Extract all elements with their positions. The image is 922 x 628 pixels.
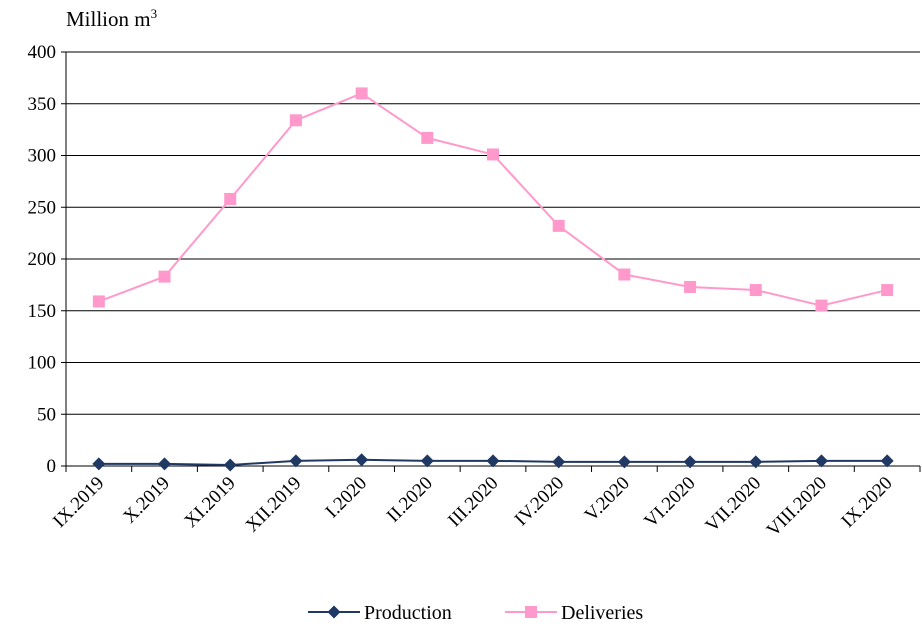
data-point-production (749, 455, 763, 469)
x-tick-label: VIII.2020 (763, 473, 831, 541)
x-tick-label: VII.2020 (702, 473, 766, 537)
legend-marker (327, 605, 341, 619)
data-point-production (420, 454, 434, 468)
y-tick-label: 250 (28, 197, 57, 218)
y-tick-label: 0 (47, 456, 57, 477)
data-point-production (552, 455, 566, 469)
grid-lines (66, 51, 920, 415)
x-axis-ticks: IX.2019 X.2019 XI.2019 XII.2019 I.2020 II.202… (49, 466, 921, 541)
data-point-deliveries (552, 219, 565, 232)
y-tick-label: 200 (28, 249, 57, 270)
y-axis-ticks: 0 50 100 150 200 250 300 350 400 (28, 42, 66, 477)
x-tick-label: IX.2019 (49, 473, 108, 532)
data-point-production (617, 455, 631, 469)
data-point-production (223, 458, 237, 472)
series-line-deliveries (98, 92, 888, 307)
x-tick-label: VI.2020 (640, 473, 699, 532)
data-point-deliveries (92, 295, 105, 308)
y-tick-label: 100 (28, 353, 57, 374)
legend-item-deliveries: Deliveries (505, 602, 643, 624)
series-deliveries (92, 87, 894, 312)
series-layer (92, 87, 894, 472)
legend: Production Deliveries (308, 602, 643, 624)
data-point-deliveries (618, 268, 631, 281)
y-tick-label: 50 (37, 404, 56, 425)
x-tick-label: III.2020 (444, 473, 503, 532)
data-point-production (880, 454, 894, 468)
data-point-deliveries (815, 299, 828, 312)
y-tick-label: 150 (28, 301, 57, 322)
data-point-production (289, 454, 303, 468)
x-tick-label: XI.2019 (181, 473, 240, 532)
data-point-production (814, 454, 828, 468)
x-tick-label: IX.2020 (837, 473, 896, 532)
data-point-deliveries (421, 131, 434, 144)
legend-label: Deliveries (561, 602, 643, 624)
x-tick-label: I.2020 (322, 473, 372, 523)
data-point-deliveries (487, 148, 499, 161)
y-axis-unit-label: Million m3 (66, 6, 158, 31)
data-point-production (158, 457, 172, 471)
series-production (92, 453, 894, 472)
data-point-deliveries (749, 284, 762, 297)
legend-label: Production (364, 602, 452, 624)
legend-item-production: Production (308, 602, 452, 624)
data-point-production (683, 455, 697, 469)
x-tick-label: XII.2019 (242, 473, 306, 537)
data-point-production (92, 457, 106, 471)
data-point-production (355, 453, 369, 467)
data-point-deliveries (224, 192, 237, 205)
data-point-deliveries (158, 270, 171, 283)
data-point-deliveries (684, 280, 697, 293)
x-tick-label: V.2020 (581, 473, 634, 526)
data-point-deliveries (881, 284, 894, 297)
y-tick-label: 350 (28, 94, 57, 115)
x-tick-label: II.2020 (383, 473, 437, 527)
legend-marker (525, 606, 537, 618)
data-point-deliveries (355, 87, 368, 100)
y-tick-label: 300 (28, 146, 57, 167)
x-tick-label: IV.2020 (511, 473, 569, 531)
y-tick-label: 400 (28, 42, 57, 63)
data-point-deliveries (289, 114, 302, 127)
data-point-production (486, 454, 500, 468)
x-tick-label: X.2019 (119, 473, 174, 528)
